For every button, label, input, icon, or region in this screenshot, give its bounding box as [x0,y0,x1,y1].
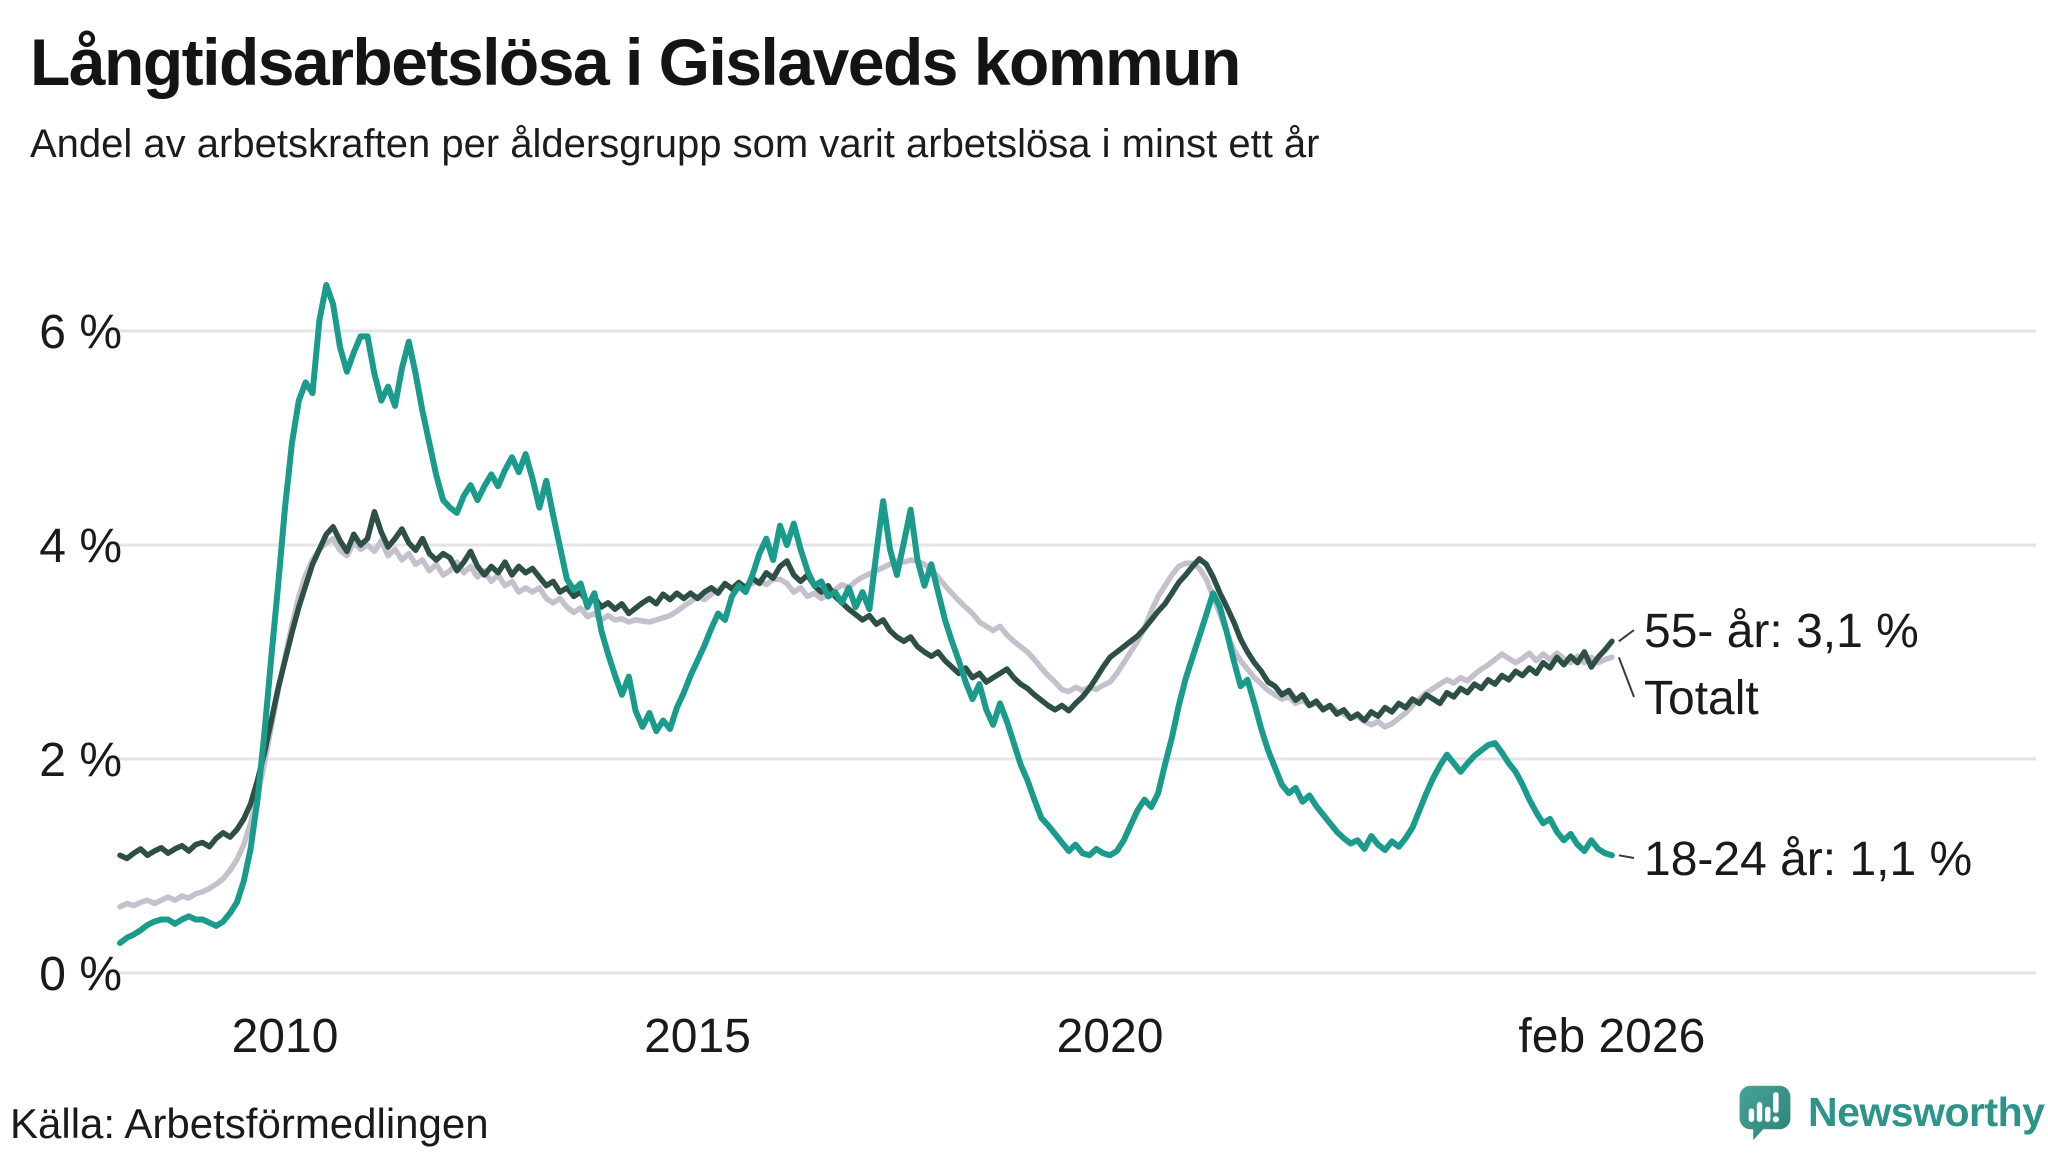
series-end-label: 55- år: 3,1 % [1644,605,1919,658]
logo-bar-tall [1756,1102,1763,1122]
x-tick-label: 2015 [644,1010,751,1063]
series-end-label: 18-24 år: 1,1 % [1644,833,1972,886]
label-leader-line [1618,629,1635,643]
page-subtitle: Andel av arbetskraften per åldersgrupp s… [30,122,1320,166]
x-tick-label: 2020 [1057,1010,1164,1063]
series-end-label: Totalt [1644,672,1759,725]
y-tick-label: 6 % [39,306,122,359]
logo-bar-small [1748,1108,1755,1122]
x-tick-label: 2010 [232,1010,339,1063]
logo-bar-medium [1765,1106,1771,1122]
x-tick-label: feb 2026 [1518,1010,1705,1063]
logo-exclamation-dot [1772,1116,1779,1123]
brand-name: Newsworthy [1808,1088,2045,1135]
y-tick-label: 4 % [39,520,122,573]
newsworthy-brand: Newsworthy [1736,1082,2045,1142]
y-tick-label: 2 % [39,734,122,787]
y-tick-label: 0 % [39,948,122,1001]
label-leader-line [1618,854,1635,859]
label-leader-line [1617,656,1635,698]
series-line-18-24år [117,282,1615,946]
logo-exclamation-bar [1773,1092,1779,1113]
newsworthy-logo-icon [1739,1085,1791,1141]
source-note: Källa: Arbetsförmedlingen [10,1100,489,1147]
series-line-55-år [117,509,1615,862]
page-title: Långtidsarbetslösa i Gislaveds kommun [30,25,1241,99]
